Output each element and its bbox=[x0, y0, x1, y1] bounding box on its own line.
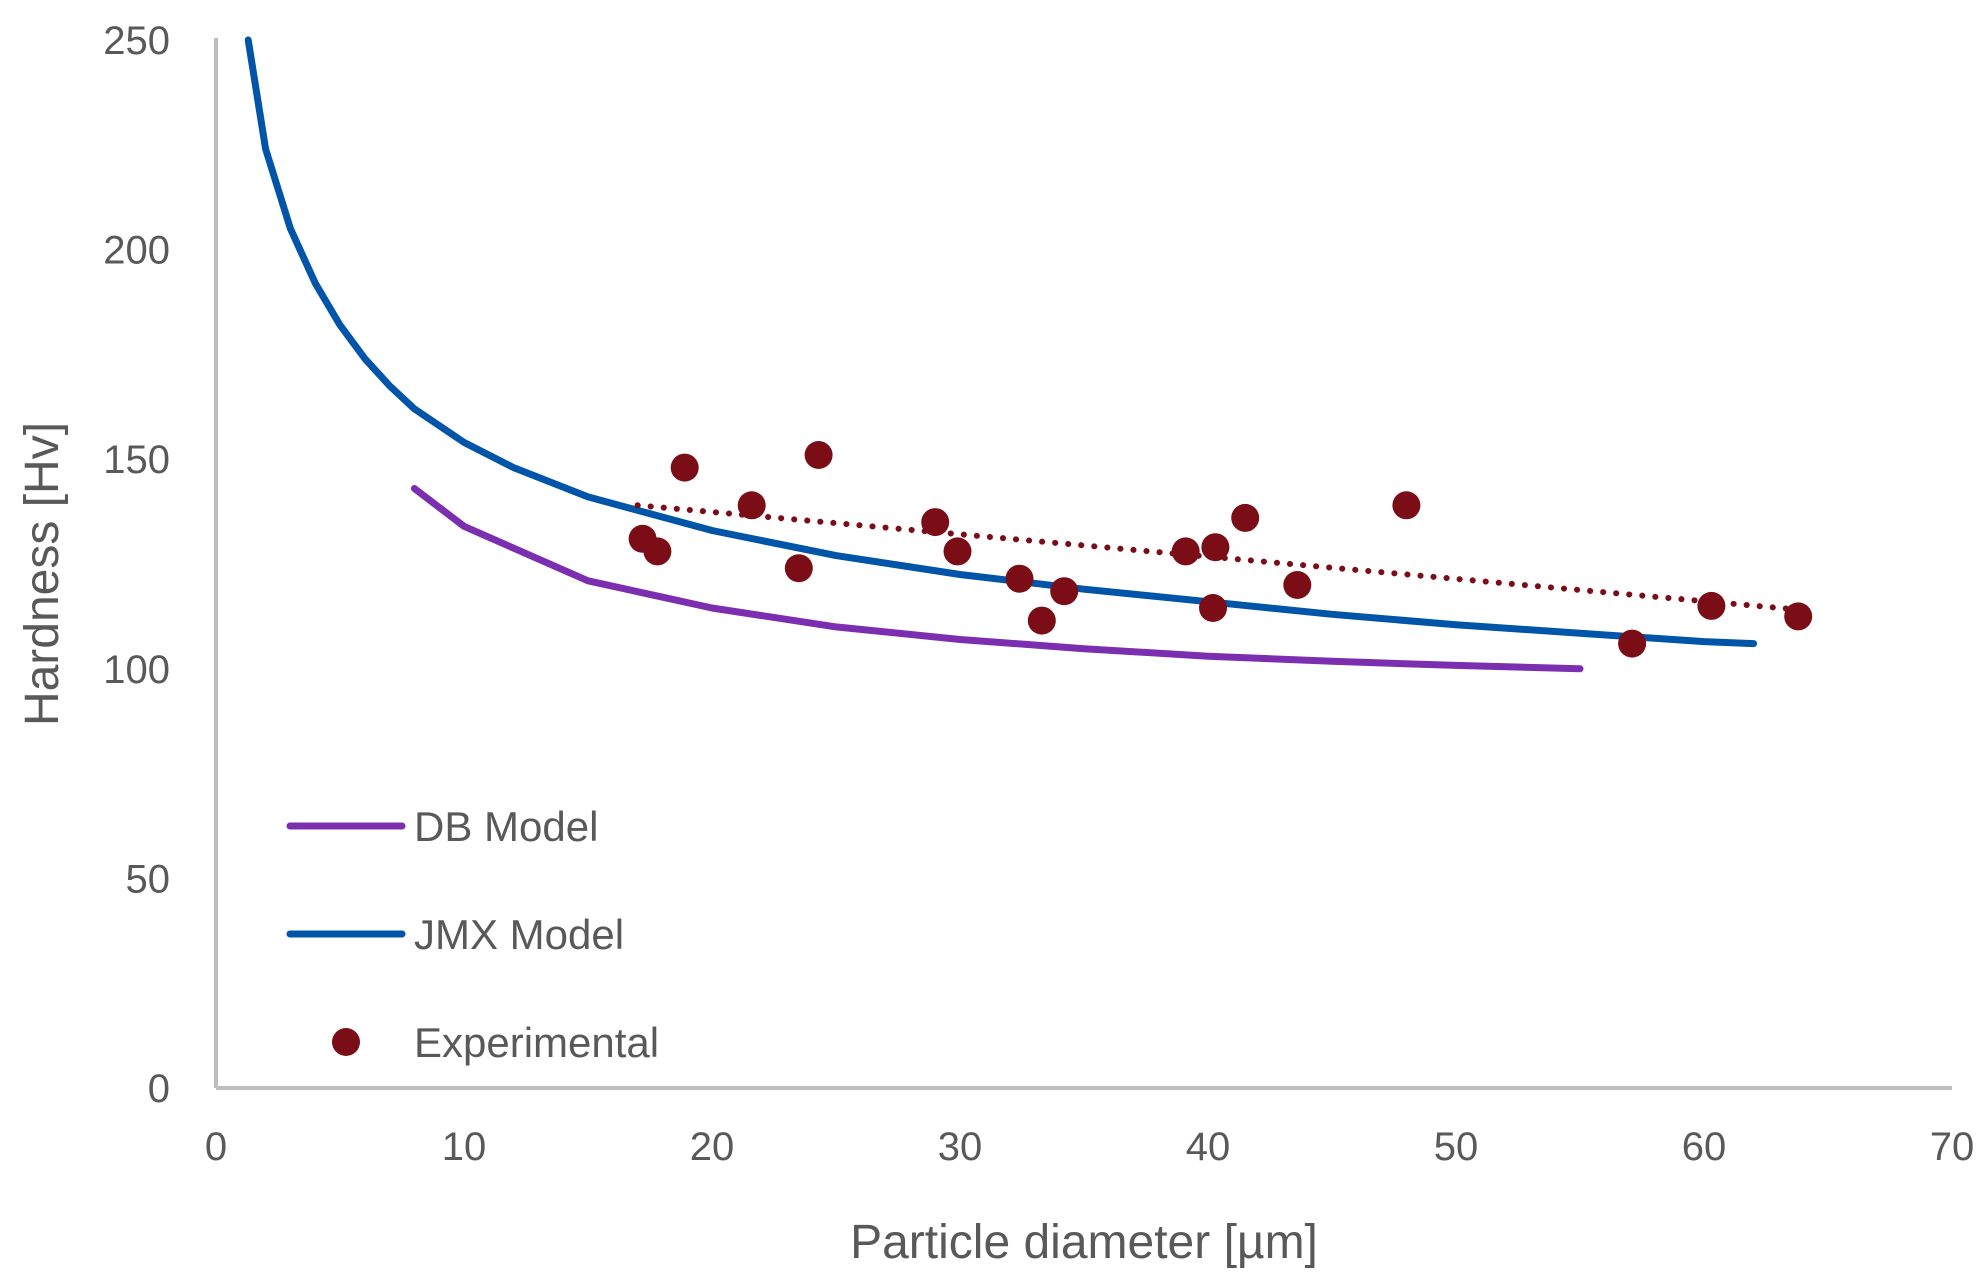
y-axis-title: Hardness [Hv] bbox=[16, 422, 69, 726]
experimental-point bbox=[921, 508, 950, 537]
x-tick-label: 70 bbox=[1930, 1125, 1975, 1169]
experimental-point bbox=[943, 537, 972, 566]
x-tick-label: 10 bbox=[442, 1125, 487, 1169]
x-tick-label: 0 bbox=[205, 1125, 227, 1169]
experimental-point bbox=[1618, 629, 1647, 658]
y-tick-label: 250 bbox=[103, 19, 170, 63]
experimental-point bbox=[670, 453, 699, 482]
experimental-point bbox=[1199, 594, 1227, 622]
experimental-point bbox=[1201, 533, 1230, 562]
x-tick-label: 40 bbox=[1186, 1125, 1231, 1169]
legend-swatch-marker bbox=[332, 1028, 360, 1056]
legend-entry: JMX Model bbox=[286, 911, 624, 958]
jmx-model-line bbox=[244, 36, 1758, 648]
experimental-point bbox=[1283, 571, 1312, 599]
legend-label: Experimental bbox=[414, 1019, 659, 1066]
y-tick-label: 50 bbox=[126, 857, 171, 901]
legend: DB Model JMX Model Experimental bbox=[286, 803, 659, 1066]
legend-entry: DB Model bbox=[286, 803, 598, 850]
experimental-point bbox=[1171, 537, 1200, 566]
y-tick-label: 150 bbox=[103, 438, 170, 482]
x-tick-label: 20 bbox=[690, 1125, 735, 1169]
y-tick-labels: 0 50 100 150 200 250 bbox=[103, 19, 170, 1111]
x-tick-label: 30 bbox=[938, 1125, 983, 1169]
plot-series bbox=[244, 36, 1813, 673]
x-tick-label: 60 bbox=[1682, 1125, 1727, 1169]
experimental-point bbox=[1231, 503, 1260, 532]
experimental-point bbox=[643, 537, 672, 566]
legend-entry: Experimental bbox=[332, 1019, 659, 1066]
experimental-point bbox=[1027, 606, 1056, 635]
db-model-line bbox=[410, 485, 1584, 673]
experimental-point bbox=[1005, 564, 1034, 593]
x-tick-labels: 0 10 20 30 40 50 60 70 bbox=[205, 1125, 1974, 1169]
experimental-point bbox=[784, 554, 813, 583]
axes bbox=[214, 38, 1952, 1090]
experimental-point bbox=[1697, 591, 1726, 620]
x-axis-title: Particle diameter [µm] bbox=[850, 1216, 1318, 1269]
experimental-point bbox=[737, 491, 766, 520]
experimental-point bbox=[804, 441, 833, 469]
trendline bbox=[634, 502, 1807, 614]
y-tick-label: 100 bbox=[103, 648, 170, 692]
x-tick-label: 50 bbox=[1434, 1125, 1479, 1169]
experimental-point bbox=[1392, 491, 1421, 520]
experimental-point bbox=[1050, 577, 1079, 606]
legend-label: JMX Model bbox=[414, 911, 624, 958]
legend-label: DB Model bbox=[414, 803, 598, 850]
y-tick-label: 0 bbox=[148, 1067, 170, 1111]
y-tick-label: 200 bbox=[103, 229, 170, 273]
experimental-point bbox=[1784, 602, 1813, 631]
